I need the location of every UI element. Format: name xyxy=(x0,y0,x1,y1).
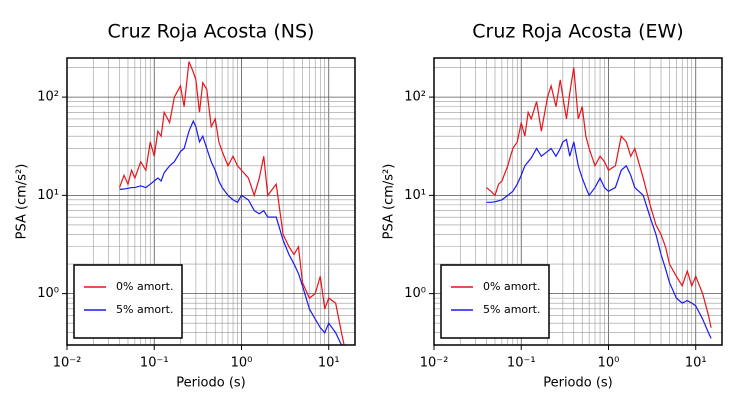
legend-label: 5% amort. xyxy=(116,303,173,316)
x-tick-label: 10⁻¹ xyxy=(140,356,169,371)
legend-box xyxy=(73,264,183,339)
x-tick-label: 10⁻² xyxy=(53,356,82,371)
legend-label: 5% amort. xyxy=(483,303,540,316)
y-axis-label: PSA (cm/s²) xyxy=(382,164,397,240)
x-tick-label: 10⁰ xyxy=(598,356,620,371)
series-line xyxy=(486,67,712,328)
x-tick-label: 10¹ xyxy=(685,356,707,371)
legend-label: 0% amort. xyxy=(116,280,173,293)
y-tick-label: 10² xyxy=(404,90,426,105)
chart-title: Cruz Roja Acosta (NS) xyxy=(108,21,315,43)
y-tick-label: 10¹ xyxy=(404,188,426,203)
y-axis-label: PSA (cm/s²) xyxy=(15,164,30,240)
panel: 10⁻² 10⁻¹ 10⁰ 10¹ 10⁰ 10¹ 10² 0% amort. 5% amort… xyxy=(15,21,356,391)
x-tick-label: 10⁻¹ xyxy=(507,356,536,371)
x-tick-label: 10⁻² xyxy=(420,356,449,371)
x-axis-label: Periodo (s) xyxy=(176,376,246,391)
y-tick-label: 10² xyxy=(37,90,59,105)
legend-label: 0% amort. xyxy=(483,280,540,293)
series-line xyxy=(119,119,343,345)
chart-title: Cruz Roja Acosta (EW) xyxy=(472,21,683,43)
series-line xyxy=(118,61,345,345)
y-tick-label: 10¹ xyxy=(37,188,59,203)
y-tick-label: 10⁰ xyxy=(404,286,426,301)
x-tick-label: 10¹ xyxy=(318,356,340,371)
y-tick-label: 10⁰ xyxy=(37,286,59,301)
legend-box xyxy=(440,264,550,339)
plot-frame xyxy=(433,57,723,346)
series-line xyxy=(486,138,712,339)
plot-frame xyxy=(66,57,356,346)
x-tick-label: 10⁰ xyxy=(231,356,253,371)
panel: 10⁻² 10⁻¹ 10⁰ 10¹ 10⁰ 10¹ 10² 0% amort. 5% amort… xyxy=(382,21,723,391)
x-axis-label: Periodo (s) xyxy=(543,376,613,391)
